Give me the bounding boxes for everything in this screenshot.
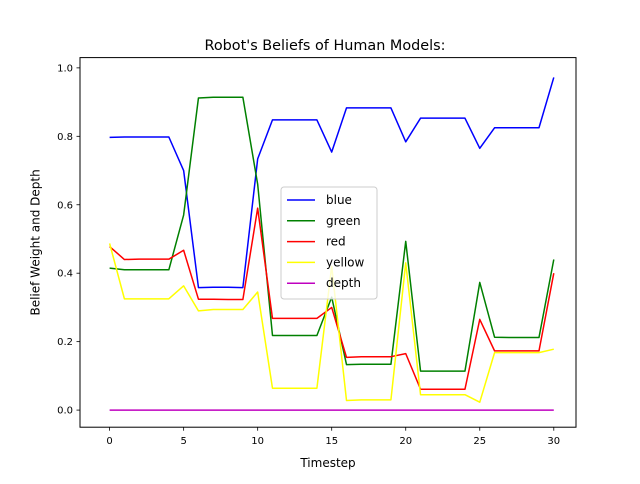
y-tick-label: 0.8: [57, 132, 73, 143]
x-tick-label: 5: [180, 436, 186, 447]
legend: blue green red yellow depth: [280, 186, 378, 300]
x-axis-label: Timestep: [299, 456, 355, 470]
y-tick-label: 1.0: [57, 63, 73, 74]
plot-frame: [79, 57, 577, 428]
series-line-blue: [109, 77, 555, 289]
legend-box: [280, 186, 378, 300]
x-tick-label: 0: [106, 436, 112, 447]
y-tick-label: 0.2: [57, 337, 73, 348]
series-line-red: [109, 207, 555, 390]
x-tick-label: 30: [547, 436, 560, 447]
legend-label-red: red: [326, 235, 346, 249]
y-axis-label: Belief Weight and Depth: [29, 169, 43, 315]
legend-label-yellow: yellow: [326, 255, 364, 269]
chart-title: Robot's Beliefs of Human Models:: [205, 38, 446, 54]
y-tick-label: 0.6: [57, 200, 73, 211]
y-tick-label: 0.0: [57, 406, 73, 417]
y-axis: 0.0 0.2 0.4 0.6 0.8 1.0: [57, 63, 80, 417]
legend-label-green: green: [326, 214, 361, 228]
x-tick-label: 25: [473, 436, 486, 447]
x-axis: 0 5 10 15 20 25 30: [106, 427, 560, 447]
x-tick-label: 15: [325, 436, 338, 447]
legend-label-blue: blue: [326, 193, 352, 207]
y-tick-label: 0.4: [57, 269, 73, 280]
x-tick-label: 10: [251, 436, 264, 447]
x-tick-label: 20: [399, 436, 412, 447]
legend-label-depth: depth: [326, 276, 361, 290]
